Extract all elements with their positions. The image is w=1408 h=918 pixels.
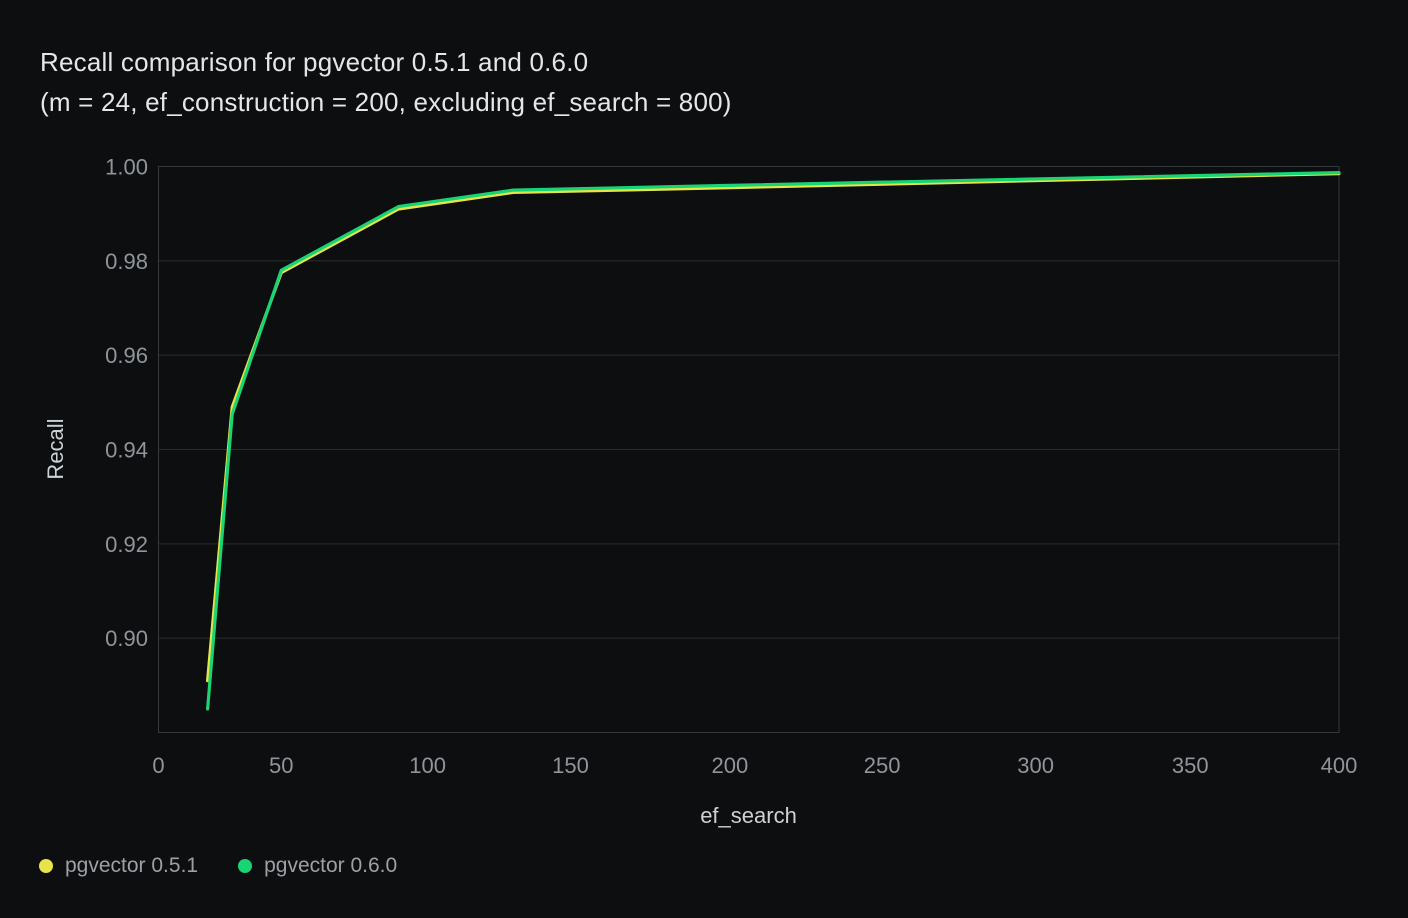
x-tick-label: 250: [864, 753, 901, 778]
x-axis-title: ef_search: [700, 803, 797, 828]
series-line-pgvector-0-6-0: [206, 171, 1341, 711]
series-line-pgvector-0-5-1: [206, 172, 1341, 683]
legend-swatch-icon: [238, 858, 253, 873]
x-tick-label: 0: [152, 753, 164, 778]
x-tick-label: 350: [1172, 753, 1209, 778]
x-tick-label: 50: [269, 753, 293, 778]
legend: pgvector 0.5.1 pgvector 0.6.0: [39, 852, 397, 879]
x-tick-label: 300: [1017, 753, 1054, 778]
legend-item-pgvector-0-6-0[interactable]: pgvector 0.6.0: [238, 854, 397, 878]
y-tick-label: 0.94: [105, 438, 148, 463]
x-tick-label: 150: [552, 753, 589, 778]
legend-label: pgvector 0.5.1: [65, 853, 199, 877]
chart-title-block: Recall comparison for pgvector 0.5.1 and…: [40, 42, 732, 122]
legend-label: pgvector 0.6.0: [264, 853, 398, 877]
y-tick-label: 0.98: [105, 249, 148, 274]
chart-subtitle: (m = 24, ef_construction = 200, excludin…: [40, 87, 732, 117]
y-tick-label: 1.00: [105, 155, 148, 180]
x-tick-label: 200: [712, 753, 749, 778]
x-tick-label: 400: [1321, 753, 1358, 778]
chart-title: Recall comparison for pgvector 0.5.1 and…: [40, 47, 589, 77]
y-tick-label: 0.92: [105, 532, 148, 557]
y-tick-label: 0.90: [105, 626, 148, 651]
x-tick-label: 100: [409, 753, 446, 778]
legend-swatch-icon: [39, 858, 53, 873]
y-axis-title: Recall: [43, 418, 68, 480]
legend-item-pgvector-0-5-1[interactable]: pgvector 0.5.1: [39, 854, 198, 878]
plot-area: [158, 166, 1340, 733]
y-tick-label: 0.96: [105, 343, 148, 368]
